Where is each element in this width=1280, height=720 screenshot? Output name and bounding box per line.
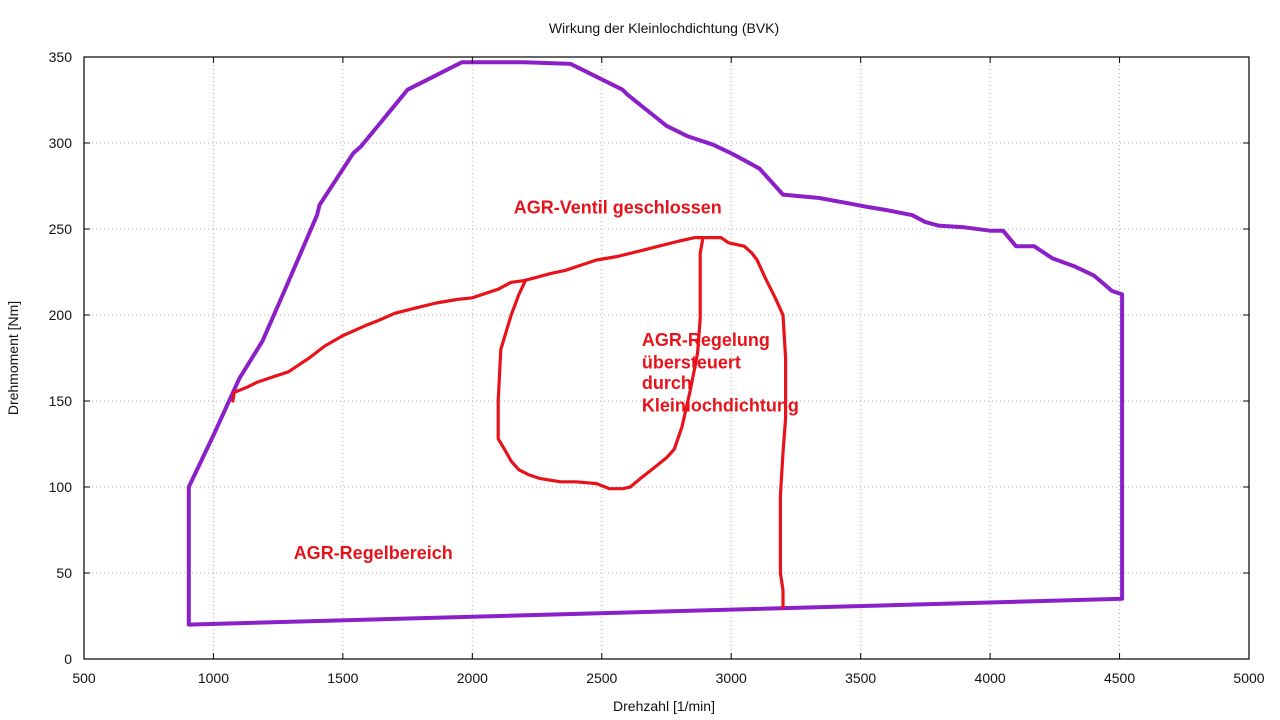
x-axis-label: Drehzahl [1/min] — [613, 698, 715, 714]
plot-frame — [83, 56, 1250, 660]
y-tick-label: 200 — [49, 307, 73, 323]
y-tick-label: 250 — [49, 221, 73, 237]
operating-range-outline — [186, 60, 1125, 627]
x-tick-label: 500 — [72, 670, 96, 686]
annotation-label: übersteuert — [642, 352, 741, 372]
x-tick-label: 1500 — [327, 670, 358, 686]
y-tick-label: 0 — [64, 651, 72, 667]
y-axis-label: Drehmoment [Nm] — [5, 301, 21, 415]
x-tick-label: 1000 — [198, 670, 229, 686]
series-layer — [186, 60, 1125, 627]
y-tick-label: 150 — [49, 393, 73, 409]
y-tick-label: 350 — [49, 49, 73, 65]
grid-lines — [84, 57, 1249, 659]
x-tick-label: 3500 — [845, 670, 876, 686]
egr-override-loop — [496, 237, 705, 491]
chart-title: Wirkung der Kleinlochdichtung (BVK) — [549, 20, 779, 36]
x-tick-label: 2500 — [586, 670, 617, 686]
annotations: AGR-Ventil geschlossen AGR-Regelungüberst… — [294, 198, 799, 564]
y-tick-label: 100 — [49, 479, 73, 495]
x-tick-label: 4000 — [975, 670, 1006, 686]
egr-valve-closed-boundary — [231, 236, 788, 610]
annotation-label: Kleinlochdichtung — [642, 395, 799, 415]
axis-ticks: 500 1000 1500 2000 2500 3000 3500 4000 4500 5000 0… — [49, 49, 1265, 686]
annotation-label: AGR-Regelbereich — [294, 543, 453, 563]
x-tick-label: 3000 — [716, 670, 747, 686]
x-tick-label: 2000 — [457, 670, 488, 686]
annotation-label: AGR-Ventil geschlossen — [514, 198, 722, 218]
y-tick-label: 50 — [56, 565, 72, 581]
annotation-label: durch — [642, 373, 692, 393]
annotation-label: AGR-Regelung — [642, 330, 770, 350]
x-tick-label: 4500 — [1104, 670, 1135, 686]
y-tick-label: 300 — [49, 135, 73, 151]
x-tick-label: 5000 — [1233, 670, 1264, 686]
